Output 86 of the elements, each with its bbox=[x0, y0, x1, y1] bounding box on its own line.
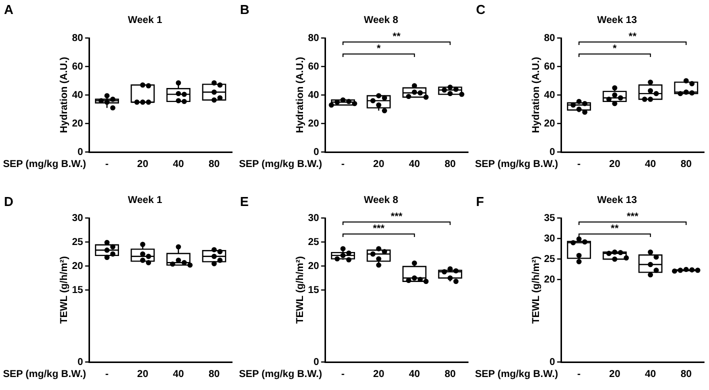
y-axis-title: TEWL (g/h/m²) bbox=[530, 256, 542, 324]
chart-title: Week 1 bbox=[128, 14, 163, 26]
y-axis-title: TEWL (g/h/m²) bbox=[58, 256, 70, 324]
y-axis-title: TEWL (g/h/m²) bbox=[294, 256, 306, 324]
x-axis-title: SEP (mg/kg B.W.) bbox=[474, 368, 558, 380]
y-tick-label: 60 bbox=[544, 61, 556, 72]
y-tick-label: 20 bbox=[308, 260, 320, 272]
x-tick-label: 40 bbox=[408, 368, 420, 380]
x-tick-label: 80 bbox=[444, 158, 456, 170]
y-tick-label: 15 bbox=[72, 284, 84, 296]
x-tick-label: - bbox=[341, 158, 345, 170]
x-tick-label: 80 bbox=[680, 368, 692, 380]
x-tick-label: 40 bbox=[408, 158, 420, 170]
chart-title: Week 8 bbox=[364, 14, 399, 26]
annotation: ** bbox=[610, 223, 619, 234]
y-tick-label: 20 bbox=[72, 260, 84, 272]
x-tick-label: 80 bbox=[208, 368, 220, 380]
x-tick-label: 20 bbox=[137, 158, 149, 170]
chart-title: Week 1 bbox=[128, 194, 163, 206]
x-tick-label: 20 bbox=[373, 158, 385, 170]
y-tick-label: 30 bbox=[308, 212, 320, 224]
x-tick-label: 80 bbox=[444, 368, 456, 380]
chart-title: Week 8 bbox=[364, 194, 399, 206]
text: F bbox=[476, 194, 484, 209]
y-tick-label: 80 bbox=[544, 32, 556, 44]
y-tick-label: 35 bbox=[544, 212, 556, 224]
y-tick-label: 40 bbox=[308, 90, 320, 101]
x-tick-label: 40 bbox=[644, 158, 656, 170]
y-tick-label: 25 bbox=[308, 236, 320, 248]
text: E bbox=[240, 194, 249, 209]
x-tick-label: - bbox=[105, 158, 109, 170]
y-tick-label: 40 bbox=[72, 90, 84, 101]
y-tick-label: 15 bbox=[308, 284, 320, 296]
y-tick-label: 0 bbox=[78, 146, 84, 158]
x-axis-title: SEP (mg/kg B.W.) bbox=[238, 158, 322, 170]
annotation: *** bbox=[626, 211, 638, 222]
y-tick-label: 0 bbox=[550, 356, 556, 368]
annotation: * bbox=[376, 43, 381, 54]
y-axis-title: Hydration (A.U.) bbox=[294, 56, 306, 134]
y-tick-label: 60 bbox=[72, 61, 84, 72]
x-axis-title: SEP (mg/kg B.W.) bbox=[238, 368, 322, 380]
y-tick-label: 0 bbox=[550, 146, 556, 158]
y-tick-label: 80 bbox=[72, 32, 84, 44]
y-tick-label: 60 bbox=[308, 61, 320, 72]
y-tick-label: 0 bbox=[78, 356, 84, 368]
y-tick-label: 0 bbox=[314, 356, 320, 368]
x-tick-label: 80 bbox=[208, 158, 220, 170]
chart-title: Week 13 bbox=[597, 194, 638, 206]
y-tick-label: 20 bbox=[544, 118, 556, 130]
annotation: * bbox=[612, 43, 617, 54]
x-tick-label: - bbox=[577, 158, 581, 170]
x-axis-title: SEP (mg/kg B.W.) bbox=[2, 368, 86, 380]
y-tick-label: 20 bbox=[72, 118, 84, 130]
text: B bbox=[240, 2, 250, 17]
y-axis-title: Hydration (A.U.) bbox=[530, 56, 542, 134]
annotation: *** bbox=[390, 211, 402, 222]
x-tick-label: 20 bbox=[609, 158, 621, 170]
y-tick-label: 25 bbox=[544, 254, 556, 265]
annotation: ** bbox=[628, 31, 637, 42]
y-axis-title: Hydration (A.U.) bbox=[58, 56, 70, 134]
text: D bbox=[4, 194, 14, 209]
text: C bbox=[476, 2, 486, 17]
x-tick-label: 20 bbox=[373, 368, 385, 380]
x-tick-label: 20 bbox=[137, 368, 149, 380]
annotation: *** bbox=[372, 223, 385, 234]
x-axis-title: SEP (mg/kg B.W.) bbox=[474, 158, 558, 170]
y-tick-label: 80 bbox=[308, 32, 320, 44]
x-tick-label: 40 bbox=[644, 368, 656, 380]
y-tick-label: 20 bbox=[544, 274, 556, 286]
y-tick-label: 30 bbox=[544, 233, 556, 244]
y-tick-label: 0 bbox=[314, 146, 320, 158]
x-tick-label: - bbox=[105, 368, 109, 380]
chart-title: Week 13 bbox=[597, 14, 638, 26]
text: A bbox=[4, 2, 14, 17]
x-tick-label: - bbox=[341, 368, 345, 380]
x-tick-label: 40 bbox=[172, 158, 184, 170]
x-tick-label: - bbox=[577, 368, 581, 380]
y-tick-label: 30 bbox=[72, 212, 84, 224]
y-tick-label: 25 bbox=[72, 236, 84, 248]
x-axis-title: SEP (mg/kg B.W.) bbox=[2, 158, 86, 170]
x-tick-label: 40 bbox=[172, 368, 184, 380]
y-tick-label: 40 bbox=[544, 90, 556, 101]
x-tick-label: 80 bbox=[680, 158, 692, 170]
annotation: ** bbox=[392, 31, 401, 42]
y-tick-label: 20 bbox=[308, 118, 320, 130]
x-tick-label: 20 bbox=[609, 368, 621, 380]
